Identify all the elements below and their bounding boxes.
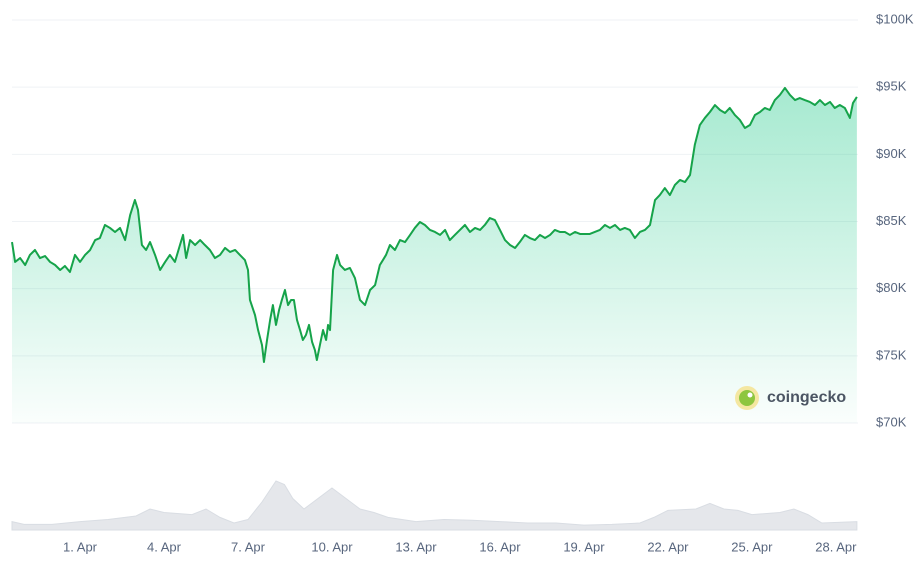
x-tick-label: 16. Apr	[479, 539, 521, 554]
y-tick-label: $80K	[876, 280, 907, 295]
watermark-logo: coingecko	[735, 386, 846, 410]
y-tick-label: $90K	[876, 146, 907, 161]
x-tick-label: 4. Apr	[147, 539, 182, 554]
x-tick-label: 10. Apr	[311, 539, 353, 554]
watermark: coingecko	[767, 389, 846, 406]
x-tick-label: 19. Apr	[563, 539, 605, 554]
x-tick-label: 13. Apr	[395, 539, 437, 554]
y-tick-label: $70K	[876, 414, 907, 429]
x-tick-label: 22. Apr	[647, 539, 689, 554]
y-tick-label: $75K	[876, 347, 907, 362]
x-tick-label: 28. Apr	[815, 539, 857, 554]
x-tick-label: 25. Apr	[731, 539, 773, 554]
y-tick-label: $85K	[876, 213, 907, 228]
area-fill	[12, 87, 857, 423]
x-tick-label: 7. Apr	[231, 539, 266, 554]
y-tick-label: $95K	[876, 79, 907, 94]
price-line	[11, 86, 858, 364]
x-tick-label: 1. Apr	[63, 539, 98, 554]
volume-area	[11, 480, 858, 531]
y-tick-label: $100K	[876, 11, 914, 26]
plot	[11, 86, 858, 531]
